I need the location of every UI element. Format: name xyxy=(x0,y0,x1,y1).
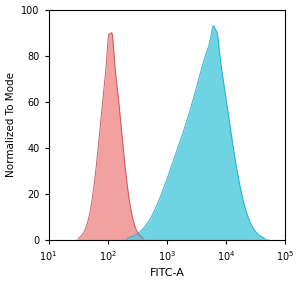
X-axis label: FITC-A: FITC-A xyxy=(149,268,184,278)
Y-axis label: Normalized To Mode: Normalized To Mode xyxy=(6,72,16,177)
